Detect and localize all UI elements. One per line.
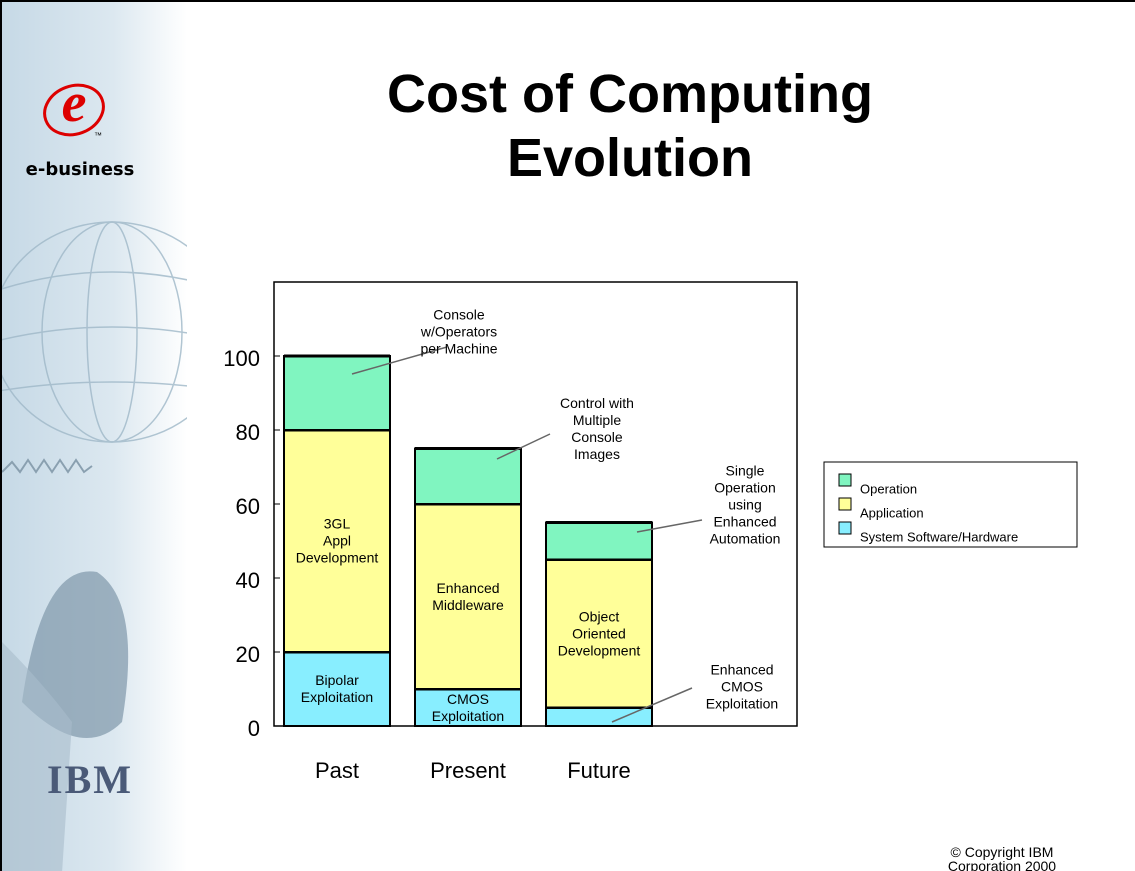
company-logo: IBM: [47, 757, 133, 802]
bar-segment: [545, 521, 653, 561]
y-tick-label: 40: [236, 568, 260, 593]
annotation: Enhanced CMOS Exploitation: [705, 661, 779, 712]
y-tick-label: 80: [236, 420, 260, 445]
brand: e-business: [26, 159, 135, 180]
bar-segment: [545, 558, 653, 709]
x-tick-label: Present: [430, 758, 506, 783]
segment-label: Bipolar Exploitation: [300, 672, 374, 705]
bar-segment: [545, 706, 653, 727]
logo-mark: e: [62, 72, 87, 134]
bar-segment: [414, 688, 522, 727]
y-tick-label: 60: [236, 494, 260, 519]
leader-line: [496, 433, 551, 460]
bar-segment: [414, 503, 522, 690]
annotation: Single Operation using Enhanced Automati…: [709, 462, 781, 547]
legend-label: Application: [860, 505, 924, 520]
title: Cost of Computing Evolution: [387, 64, 873, 188]
legend-swatch: [838, 521, 852, 535]
x-tick-label: Future: [567, 758, 631, 783]
annotation: Console w/Operators per Machine: [420, 306, 498, 357]
legend-swatch: [838, 473, 852, 487]
segment-label: 3GL Appl Development: [295, 515, 379, 566]
legend-box: [823, 461, 1078, 548]
legend-label: Operation: [860, 481, 917, 496]
trademark: ™: [94, 131, 102, 140]
legend-label: System Software/Hardware: [860, 529, 1018, 544]
x-tick-label: Past: [315, 758, 359, 783]
segment-label: Enhanced Middleware: [432, 579, 504, 613]
y-tick-label: 20: [236, 642, 260, 667]
sidebar: e ™ e-business IBM: [2, 2, 187, 871]
bar-segment: [414, 447, 522, 505]
bar-segment: [283, 429, 391, 653]
leader-line: [351, 346, 448, 375]
segment-label: Object Oriented Development: [557, 608, 641, 658]
leader-line: [636, 519, 703, 533]
y-tick-label: 100: [223, 346, 260, 371]
copyright: © Copyright IBM Corporation 2000: [947, 844, 1057, 871]
legend-swatch: [838, 497, 852, 511]
bar-segment: [283, 651, 391, 727]
sidebar-art: e ™ e-business IBM: [2, 72, 187, 871]
segment-label: CMOS Exploitation: [431, 690, 505, 724]
leader-line: [611, 687, 693, 723]
annotation: Control with Multiple Console Images: [560, 395, 634, 462]
y-tick-label: 0: [248, 716, 260, 741]
